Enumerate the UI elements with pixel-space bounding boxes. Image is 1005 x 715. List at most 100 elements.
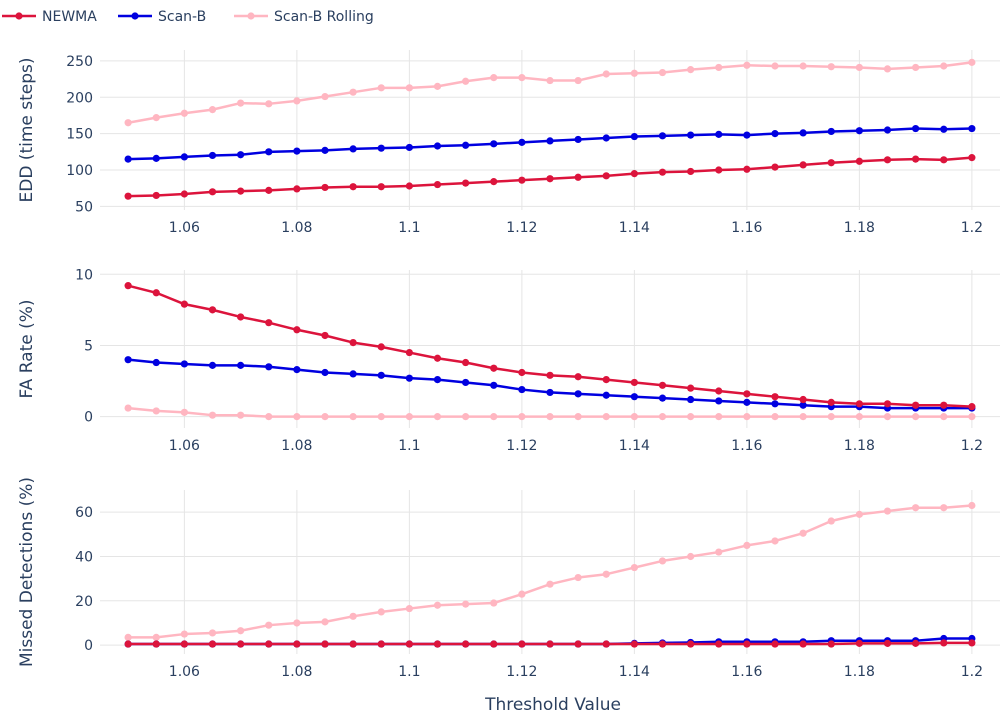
data-point-newma xyxy=(462,640,470,648)
subplots: 1.06 1.08 1.1 1.12 1.14 1.16 1.18 1.25010015020… xyxy=(17,50,1000,680)
data-point-scan-b-rolling xyxy=(237,627,245,635)
data-point-scan-b-rolling xyxy=(771,537,779,545)
data-point-scan-b-rolling xyxy=(799,413,807,421)
data-point-scan-b xyxy=(124,155,132,163)
data-point-scan-b xyxy=(518,138,526,146)
data-point-scan-b xyxy=(574,135,582,144)
data-point-scan-b xyxy=(715,130,723,138)
legend-marker-newma xyxy=(15,12,23,20)
data-point-scan-b-rolling xyxy=(237,411,245,419)
data-point-scan-b xyxy=(405,143,413,152)
data-point-scan-b-rolling xyxy=(208,106,217,114)
y-tick-label: 50 xyxy=(75,199,93,215)
data-point-newma xyxy=(883,639,892,647)
data-point-scan-b-rolling xyxy=(968,58,976,66)
data-point-scan-b-rolling xyxy=(490,413,498,421)
data-point-scan-b-rolling xyxy=(658,68,667,77)
data-point-scan-b-rolling xyxy=(799,62,807,70)
data-point-newma xyxy=(912,401,920,409)
data-point-scan-b-rolling xyxy=(124,119,132,127)
data-point-scan-b xyxy=(349,370,357,378)
data-point-scan-b xyxy=(490,381,498,389)
data-point-scan-b-rolling xyxy=(433,413,442,421)
data-point-scan-b xyxy=(518,385,526,394)
data-point-scan-b xyxy=(321,146,329,154)
legend-item-scan-b-rolling[interactable]: Scan-B Rolling xyxy=(234,9,374,25)
series-line-scan-b-rolling xyxy=(128,504,972,639)
data-point-newma xyxy=(715,166,723,174)
legend-marker-scan-b xyxy=(131,12,139,20)
data-point-newma xyxy=(940,401,948,409)
data-point-scan-b-rolling xyxy=(546,580,554,588)
x-tick-label: 1.08 xyxy=(281,664,312,680)
data-point-scan-b xyxy=(152,154,160,162)
x-tick-label: 1.1 xyxy=(398,438,420,454)
data-point-scan-b-rolling xyxy=(377,608,385,616)
data-point-scan-b xyxy=(349,145,357,153)
data-point-newma xyxy=(883,156,892,164)
data-point-newma xyxy=(630,640,638,648)
data-point-scan-b-rolling xyxy=(518,590,526,598)
data-point-scan-b xyxy=(799,129,807,137)
data-point-scan-b-rolling xyxy=(743,413,751,421)
data-point-newma xyxy=(208,306,217,314)
data-point-newma xyxy=(827,640,835,648)
data-point-newma xyxy=(658,640,667,648)
y-tick-label: 20 xyxy=(75,594,93,610)
data-point-newma xyxy=(771,393,779,401)
data-point-newma xyxy=(827,159,835,167)
data-point-scan-b-rolling xyxy=(377,84,385,92)
data-point-scan-b-rolling xyxy=(321,618,329,626)
data-point-scan-b-rolling xyxy=(405,84,413,92)
data-point-scan-b-rolling xyxy=(265,621,273,629)
data-point-scan-b-rolling xyxy=(715,548,723,556)
data-point-newma xyxy=(490,178,498,186)
data-point-scan-b-rolling xyxy=(940,62,948,70)
data-point-scan-b xyxy=(602,391,610,399)
data-point-newma xyxy=(152,289,160,297)
y-tick-label: 40 xyxy=(75,549,93,565)
data-point-scan-b-rolling xyxy=(462,600,470,608)
data-point-scan-b-rolling xyxy=(349,612,357,620)
data-point-newma xyxy=(124,282,132,290)
data-point-scan-b-rolling xyxy=(433,82,442,90)
data-point-scan-b-rolling xyxy=(715,413,723,421)
legend-label-scan-b-rolling: Scan-B Rolling xyxy=(274,9,374,25)
data-point-newma xyxy=(743,640,751,648)
data-point-newma xyxy=(743,390,751,398)
data-point-scan-b xyxy=(743,398,751,406)
data-point-newma xyxy=(968,154,976,162)
data-point-scan-b xyxy=(321,368,329,377)
legend-label-newma: NEWMA xyxy=(42,9,97,25)
data-point-scan-b-rolling xyxy=(180,109,188,117)
data-point-scan-b-rolling xyxy=(462,413,470,421)
series-line-newma xyxy=(127,284,972,408)
subplot-3: 1.06 1.08 1.1 1.12 1.14 1.16 1.18 1.2 0 20 40 60 Mis… xyxy=(17,477,1000,680)
data-point-scan-b-rolling xyxy=(152,633,160,641)
x-tick-label: 1.12 xyxy=(506,220,537,236)
data-point-newma xyxy=(321,640,329,648)
data-point-scan-b-rolling xyxy=(377,413,385,421)
data-point-scan-b-rolling xyxy=(518,74,526,82)
data-point-newma xyxy=(715,387,723,395)
x-tick-label: 1.18 xyxy=(844,220,875,236)
data-point-newma xyxy=(855,157,863,165)
data-point-newma xyxy=(546,640,554,648)
data-point-newma xyxy=(237,313,245,321)
data-point-newma xyxy=(968,639,976,647)
data-point-scan-b xyxy=(462,378,470,387)
data-point-scan-b-rolling xyxy=(827,517,835,525)
series-scan-b-rolling xyxy=(124,404,976,421)
data-point-newma xyxy=(265,319,273,327)
data-point-scan-b xyxy=(940,125,948,133)
data-point-newma xyxy=(433,180,442,189)
data-point-newma xyxy=(518,640,526,648)
data-point-newma xyxy=(180,640,188,648)
data-point-newma xyxy=(855,400,863,408)
series-newma xyxy=(124,282,976,411)
data-point-scan-b-rolling xyxy=(265,100,273,108)
legend-item-scan-b[interactable]: Scan-B xyxy=(118,9,206,25)
legend-item-newma[interactable]: NEWMA xyxy=(2,9,97,25)
data-point-newma xyxy=(490,640,498,648)
data-point-scan-b-rolling xyxy=(237,99,245,107)
